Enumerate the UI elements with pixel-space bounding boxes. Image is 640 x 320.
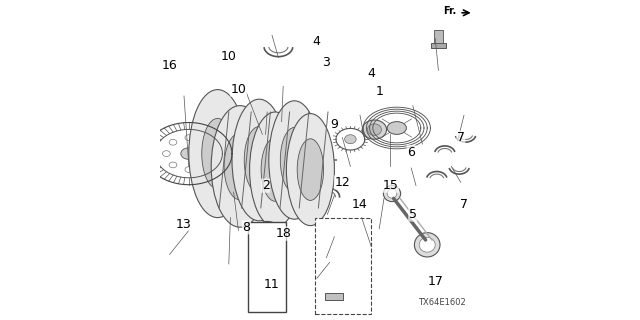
Text: 10: 10 — [221, 50, 237, 62]
Ellipse shape — [253, 253, 282, 278]
Ellipse shape — [387, 122, 406, 134]
Ellipse shape — [201, 162, 209, 168]
Text: 7: 7 — [457, 131, 465, 144]
Ellipse shape — [185, 167, 193, 172]
Ellipse shape — [253, 221, 282, 246]
Bar — [248, 222, 287, 312]
Text: 10: 10 — [230, 83, 246, 96]
Bar — [326, 293, 343, 300]
Text: 18: 18 — [275, 227, 291, 240]
Text: 2: 2 — [262, 179, 269, 192]
Text: 16: 16 — [162, 59, 177, 72]
Ellipse shape — [169, 162, 177, 168]
Ellipse shape — [323, 293, 329, 300]
Text: 11: 11 — [264, 278, 280, 291]
Text: 15: 15 — [383, 179, 398, 192]
Ellipse shape — [185, 135, 193, 140]
Ellipse shape — [244, 127, 274, 193]
Ellipse shape — [250, 112, 301, 227]
Ellipse shape — [387, 189, 397, 198]
Ellipse shape — [257, 242, 278, 258]
Text: TX64E1602: TX64E1602 — [418, 298, 465, 307]
Text: 13: 13 — [176, 218, 192, 230]
Ellipse shape — [253, 237, 282, 262]
Text: 9: 9 — [330, 118, 339, 131]
Ellipse shape — [163, 151, 170, 156]
Ellipse shape — [340, 293, 346, 300]
Ellipse shape — [269, 101, 320, 219]
Ellipse shape — [280, 127, 308, 193]
Text: 6: 6 — [407, 146, 415, 158]
Text: Fr.: Fr. — [443, 6, 456, 16]
Text: 5: 5 — [409, 208, 417, 221]
Bar — [434, 30, 443, 43]
Ellipse shape — [367, 124, 381, 135]
Text: 4: 4 — [313, 35, 321, 48]
Ellipse shape — [202, 118, 234, 189]
Ellipse shape — [169, 140, 177, 145]
Ellipse shape — [383, 186, 401, 202]
Ellipse shape — [257, 258, 278, 274]
Ellipse shape — [287, 114, 334, 226]
Ellipse shape — [232, 99, 287, 221]
Ellipse shape — [261, 138, 289, 201]
Ellipse shape — [344, 135, 356, 144]
Ellipse shape — [419, 237, 435, 252]
Ellipse shape — [415, 233, 440, 257]
Ellipse shape — [362, 120, 387, 139]
Bar — [431, 43, 446, 48]
Text: 17: 17 — [428, 275, 443, 288]
Text: 1: 1 — [375, 85, 383, 98]
Ellipse shape — [329, 282, 340, 300]
Text: 7: 7 — [460, 198, 468, 211]
Ellipse shape — [331, 237, 370, 269]
Text: 4: 4 — [367, 67, 375, 80]
Bar — [315, 218, 371, 314]
Ellipse shape — [257, 226, 278, 242]
Ellipse shape — [201, 140, 209, 145]
Text: 12: 12 — [335, 176, 350, 189]
Ellipse shape — [333, 239, 368, 267]
Ellipse shape — [297, 139, 324, 200]
Text: 3: 3 — [323, 56, 330, 69]
Text: 8: 8 — [243, 221, 250, 234]
Ellipse shape — [181, 148, 197, 159]
Ellipse shape — [211, 106, 269, 227]
Text: 14: 14 — [352, 198, 368, 211]
Ellipse shape — [207, 151, 215, 156]
Ellipse shape — [224, 133, 256, 200]
Ellipse shape — [189, 90, 246, 218]
